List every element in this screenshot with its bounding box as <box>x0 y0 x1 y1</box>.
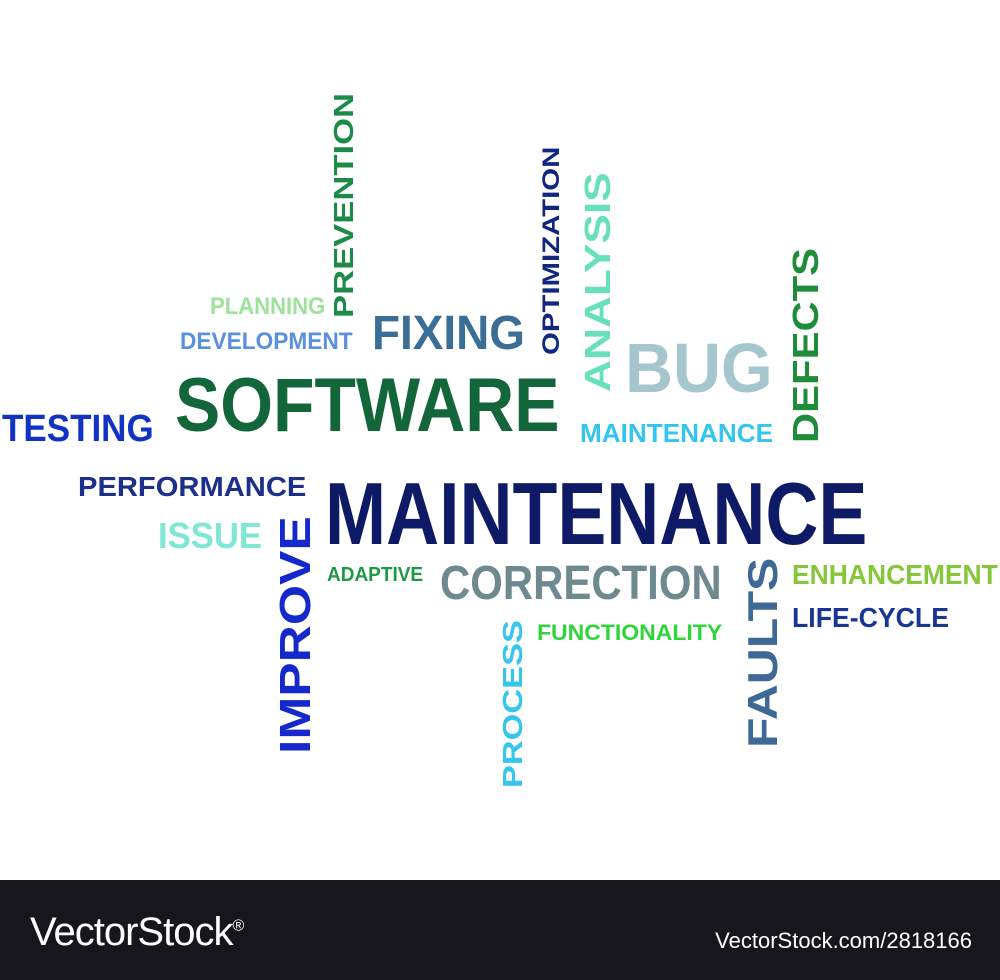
word-prevention: PREVENTION <box>328 93 359 318</box>
word-maintenance-small: MAINTENANCE <box>580 418 774 448</box>
word-fixing: FIXING <box>372 307 525 360</box>
word-functionality: FUNCTIONALITY <box>537 620 723 645</box>
word-process: PROCESS <box>497 620 528 788</box>
word-planning: PLANNING <box>210 293 326 320</box>
word-analysis: ANALYSIS <box>577 172 618 392</box>
word-enhancement: ENHANCEMENT <box>792 559 998 590</box>
word-development: DEVELOPMENT <box>180 328 353 355</box>
word-bug: BUG <box>625 329 773 407</box>
word-defects: DEFECTS <box>785 247 826 443</box>
word-improve: IMPROVE <box>271 516 320 754</box>
word-faults: FAULTS <box>739 557 786 748</box>
word-issue: ISSUE <box>158 515 263 556</box>
word-software: SOFTWARE <box>175 363 560 448</box>
vectorstock-logo: VectorStock® <box>30 910 244 955</box>
word-optimization: OPTIMIZATION <box>538 146 565 355</box>
word-testing: TESTING <box>2 408 154 450</box>
word-performance: PERFORMANCE <box>78 471 307 502</box>
registered-mark: ® <box>232 917 244 935</box>
word-life-cycle: LIFE-CYCLE <box>792 602 949 633</box>
watermark-footer: VectorStock® VectorStock.com/2818166 <box>0 880 1000 980</box>
word-cloud: MAINTENANCE SOFTWARE BUG FIXING CORRECTI… <box>2 93 998 788</box>
word-adaptive: ADAPTIVE <box>327 564 424 586</box>
brand-name: VectorStock <box>30 910 233 954</box>
word-correction: CORRECTION <box>440 557 722 610</box>
stock-id: VectorStock.com/2818166 <box>715 928 972 953</box>
word-maintenance-main: MAINTENANCE <box>325 464 868 563</box>
